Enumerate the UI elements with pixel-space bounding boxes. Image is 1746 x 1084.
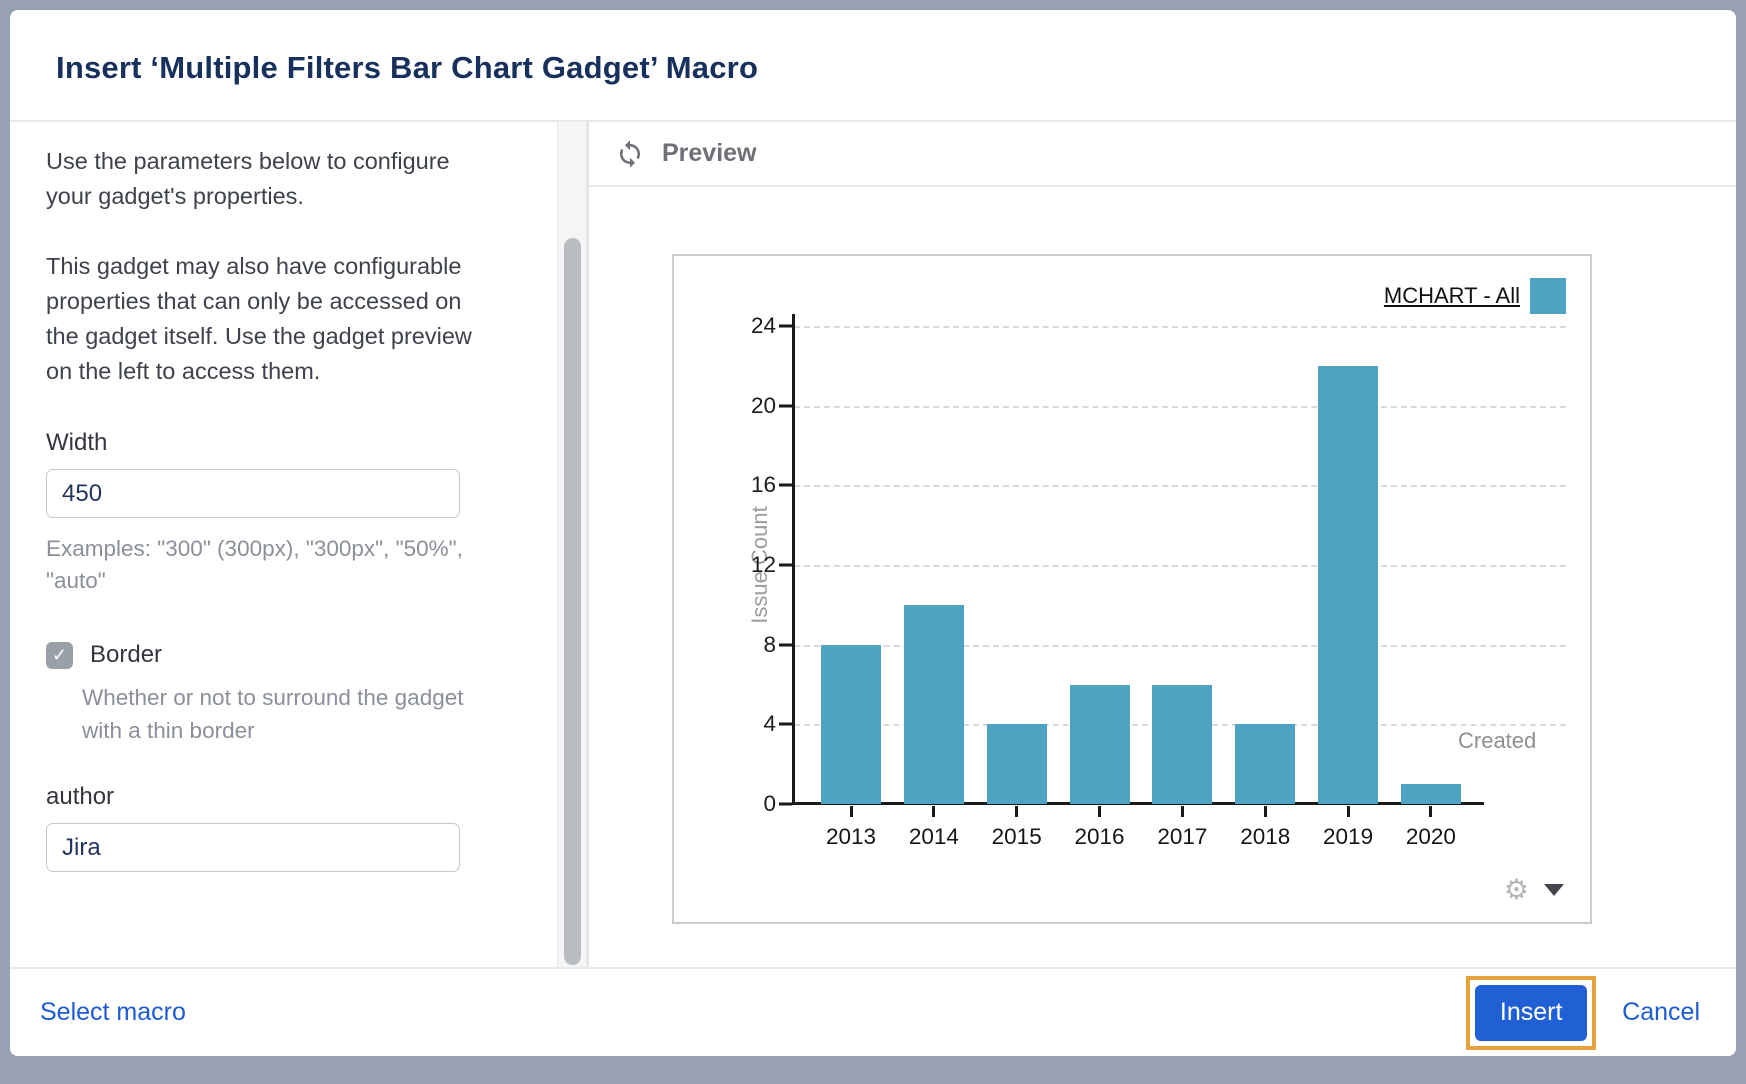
border-checkbox-label: Border: [90, 641, 163, 668]
x-slot: 2018: [1224, 806, 1306, 850]
macro-dialog: Insert ‘Multiple Filters Bar Chart Gadge…: [10, 10, 1736, 1056]
width-field-help: Examples: "300" (300px), "300px", "50%",…: [46, 536, 463, 593]
bar-slot: [810, 644, 892, 804]
x-tick-mark: [1429, 806, 1433, 817]
panel-scrollbar-track: [557, 122, 587, 967]
y-tick-labels: 0 4 8 12 16 20 24: [674, 313, 776, 816]
bar-2019: [1318, 365, 1379, 804]
select-macro-link[interactable]: Select macro: [40, 998, 186, 1026]
x-axis-line: [792, 802, 1484, 805]
bars-row: [794, 326, 1484, 804]
parameters-panel: Use the parameters below to configure yo…: [10, 122, 557, 967]
legend-swatch: [1530, 278, 1566, 314]
y-tick-label: 0: [763, 791, 776, 816]
x-slot: 2015: [976, 806, 1058, 850]
y-tick-mark: [779, 563, 792, 567]
refresh-icon[interactable]: [615, 139, 645, 169]
bar-2016: [1069, 684, 1130, 804]
insert-button[interactable]: Insert: [1475, 984, 1588, 1041]
dialog-footer: Select macro Insert Cancel: [10, 967, 1736, 1056]
x-tick-label: 2013: [825, 824, 877, 849]
x-slot: 2017: [1141, 806, 1223, 850]
cancel-link[interactable]: Cancel: [1622, 998, 1700, 1026]
preview-title: Preview: [662, 139, 757, 167]
bar-2017: [1152, 684, 1213, 804]
x-tick-mark: [1180, 806, 1184, 817]
width-field-label: Width: [46, 429, 108, 456]
author-input[interactable]: [46, 823, 460, 872]
x-slot: 2014: [893, 806, 975, 850]
x-slot: 2019: [1307, 806, 1389, 850]
x-slot: 2016: [1059, 806, 1141, 850]
border-checkbox[interactable]: ✓: [46, 641, 73, 669]
panel-scrollbar-thumb[interactable]: [564, 238, 581, 965]
gridline: [794, 326, 1566, 328]
bar-2015: [986, 724, 1047, 804]
x-slot: 2013: [810, 806, 892, 850]
y-tick-label: 20: [750, 392, 776, 418]
preview-header: Preview: [589, 122, 1736, 187]
bar-slot: [1059, 684, 1141, 804]
x-tick-label: 2017: [1157, 824, 1208, 849]
y-tick-label: 12: [750, 552, 776, 577]
x-tick-label: 2014: [908, 824, 959, 849]
y-axis-line: [792, 314, 795, 804]
bar-slot: [1390, 784, 1472, 804]
intro-paragraph-2: This gadget may also have configurable p…: [46, 253, 472, 384]
bar-chart: MCHART - All Issue Count 0 4 8 12 16 20 24 201…: [672, 254, 1592, 924]
y-tick-label: 4: [763, 711, 776, 737]
y-tick-label: 8: [763, 631, 776, 657]
x-tick-mark: [1098, 806, 1102, 817]
gridline: [794, 405, 1566, 408]
x-tick-mark: [1015, 806, 1019, 817]
x-tick-labels: 2013 2014 2015 2016 2017 2018 2019 2020: [794, 806, 1484, 850]
author-field-label: author: [46, 783, 115, 810]
bar-2014: [903, 604, 964, 804]
y-tick-mark: [779, 404, 792, 408]
y-tick-mark: [779, 483, 792, 487]
x-tick-mark: [1346, 806, 1350, 817]
gridline: [794, 485, 1566, 488]
x-tick-label: 2016: [1074, 824, 1125, 849]
dialog-title: Insert ‘Multiple Filters Bar Chart Gadge…: [56, 50, 759, 85]
chart-legend: MCHART - All: [1384, 278, 1566, 314]
y-tick-label: 24: [750, 313, 776, 338]
title-divider: [10, 120, 1736, 122]
y-tick-mark: [779, 324, 792, 328]
gear-icon[interactable]: ⚙: [1503, 874, 1529, 905]
caret-down-icon[interactable]: [1544, 884, 1564, 896]
intro-paragraph-1: Use the parameters below to configure yo…: [46, 148, 450, 209]
bar-slot: [1307, 365, 1389, 804]
bar-2020: [1400, 784, 1461, 804]
bar-2018: [1235, 724, 1296, 804]
border-field-help: Whether or not to surround the gadget wi…: [82, 685, 464, 743]
bar-slot: [976, 724, 1058, 804]
plot-area: [779, 314, 1484, 806]
x-tick-label: 2020: [1405, 824, 1456, 849]
y-tick-mark: [779, 722, 792, 726]
bar-slot: [893, 604, 975, 804]
gridline: [794, 565, 1566, 567]
y-tick-mark: [779, 643, 792, 647]
bar-slot: [1141, 684, 1223, 804]
preview-panel: Preview MCHART - All Issue Count 0 4 8 12 16…: [587, 122, 1736, 967]
y-tick-label: 16: [750, 472, 776, 498]
x-tick-label: 2019: [1323, 824, 1374, 849]
bar-slot: [1224, 724, 1306, 804]
x-tick-label: 2018: [1240, 824, 1291, 849]
bar-2013: [821, 644, 881, 804]
insert-button-highlight: Insert: [1466, 975, 1597, 1050]
x-slot: 2020: [1390, 806, 1472, 850]
series-axis-label: Created: [1458, 728, 1537, 753]
legend-label: MCHART - All: [1383, 283, 1520, 308]
x-tick-mark: [932, 806, 936, 817]
y-tick-mark: [779, 802, 792, 806]
gridline: [794, 644, 1566, 647]
x-tick-mark: [1263, 806, 1267, 817]
x-tick-mark: [849, 806, 853, 817]
width-input[interactable]: [46, 469, 460, 518]
chart-controls: ⚙: [1504, 876, 1564, 904]
x-tick-label: 2015: [991, 824, 1042, 849]
